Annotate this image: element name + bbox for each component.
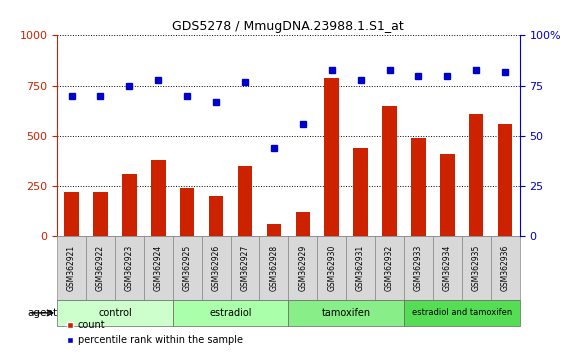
FancyBboxPatch shape — [317, 236, 346, 300]
Text: control: control — [98, 308, 132, 318]
Text: GSM362933: GSM362933 — [414, 245, 423, 291]
Text: GSM362925: GSM362925 — [183, 245, 192, 291]
FancyBboxPatch shape — [259, 236, 288, 300]
Text: GSM362928: GSM362928 — [270, 245, 279, 291]
FancyBboxPatch shape — [404, 236, 433, 300]
FancyBboxPatch shape — [231, 236, 259, 300]
FancyBboxPatch shape — [115, 236, 144, 300]
FancyBboxPatch shape — [144, 236, 172, 300]
Text: GSM362926: GSM362926 — [212, 245, 220, 291]
Bar — [122, 174, 136, 236]
Bar — [65, 192, 79, 236]
FancyBboxPatch shape — [86, 236, 115, 300]
FancyBboxPatch shape — [172, 300, 288, 326]
Text: estradiol and tamoxifen: estradiol and tamoxifen — [412, 308, 512, 318]
Bar — [324, 78, 339, 236]
Text: GSM362931: GSM362931 — [356, 245, 365, 291]
Bar — [296, 212, 310, 236]
FancyBboxPatch shape — [462, 236, 490, 300]
Title: GDS5278 / MmugDNA.23988.1.S1_at: GDS5278 / MmugDNA.23988.1.S1_at — [172, 20, 404, 33]
Bar — [209, 196, 223, 236]
Text: GSM362930: GSM362930 — [327, 245, 336, 291]
FancyBboxPatch shape — [288, 236, 317, 300]
Text: GSM362932: GSM362932 — [385, 245, 394, 291]
FancyBboxPatch shape — [433, 236, 462, 300]
Bar — [353, 148, 368, 236]
Bar — [383, 106, 397, 236]
FancyBboxPatch shape — [404, 300, 520, 326]
Text: GSM362936: GSM362936 — [501, 245, 510, 291]
FancyBboxPatch shape — [172, 236, 202, 300]
FancyBboxPatch shape — [57, 236, 86, 300]
Bar — [151, 160, 166, 236]
Text: GSM362929: GSM362929 — [298, 245, 307, 291]
FancyBboxPatch shape — [375, 236, 404, 300]
Text: GSM362924: GSM362924 — [154, 245, 163, 291]
Text: estradiol: estradiol — [210, 308, 252, 318]
FancyBboxPatch shape — [346, 236, 375, 300]
FancyBboxPatch shape — [57, 300, 172, 326]
FancyBboxPatch shape — [490, 236, 520, 300]
Bar — [498, 124, 512, 236]
Bar — [267, 224, 281, 236]
Bar — [238, 166, 252, 236]
Bar — [180, 188, 194, 236]
Text: GSM362935: GSM362935 — [472, 245, 481, 291]
Text: tamoxifen: tamoxifen — [321, 308, 371, 318]
Bar — [93, 192, 108, 236]
Text: GSM362921: GSM362921 — [67, 245, 76, 291]
Text: agent: agent — [27, 308, 57, 318]
Text: GSM362934: GSM362934 — [443, 245, 452, 291]
Bar — [469, 114, 484, 236]
Text: GSM362922: GSM362922 — [96, 245, 105, 291]
Bar — [440, 154, 455, 236]
FancyBboxPatch shape — [288, 300, 404, 326]
Bar — [411, 138, 425, 236]
Text: GSM362923: GSM362923 — [125, 245, 134, 291]
FancyBboxPatch shape — [202, 236, 231, 300]
Legend: count, percentile rank within the sample: count, percentile rank within the sample — [62, 316, 247, 349]
Text: GSM362927: GSM362927 — [240, 245, 250, 291]
